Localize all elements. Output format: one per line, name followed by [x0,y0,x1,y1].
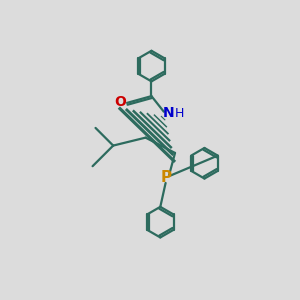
Text: P: P [160,170,172,185]
Text: H: H [175,107,184,120]
Text: N: N [162,106,174,120]
Text: O: O [114,95,126,109]
